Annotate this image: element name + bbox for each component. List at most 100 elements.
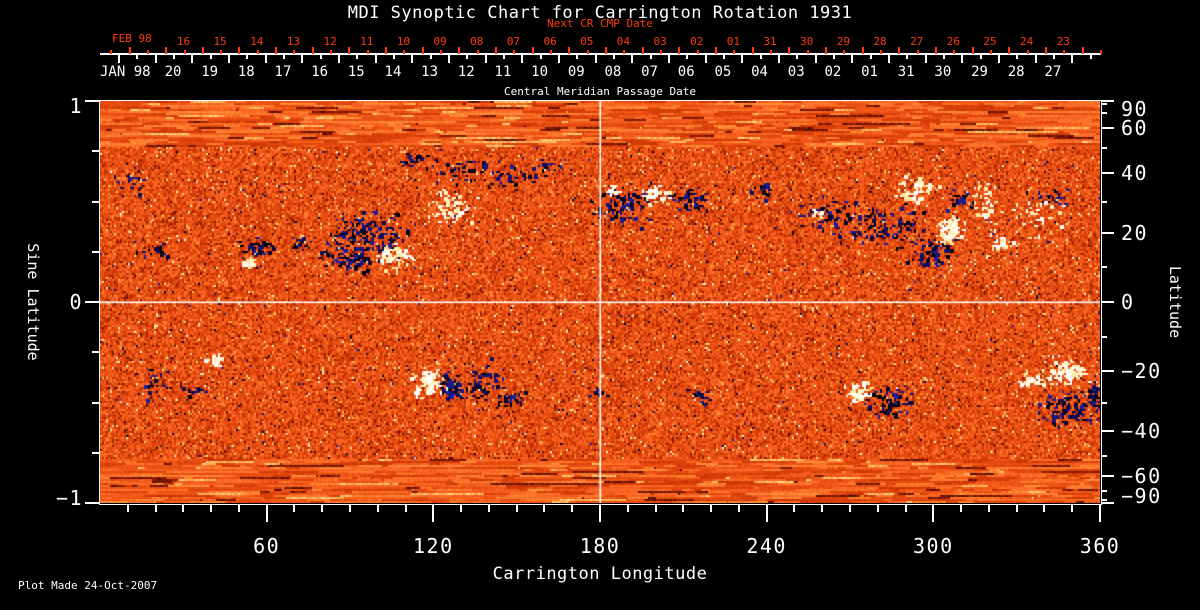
red-halfday-tick bbox=[330, 50, 333, 54]
white-day-tick bbox=[814, 55, 817, 63]
red-halfday-tick bbox=[733, 50, 736, 54]
red-halfday-tick bbox=[110, 50, 113, 54]
red-day-tick bbox=[715, 47, 718, 54]
white-day-tick bbox=[411, 55, 414, 63]
lon-minor-tick bbox=[571, 504, 574, 512]
lat-major-tick bbox=[1101, 502, 1114, 504]
feb-date-label: 14 bbox=[250, 35, 264, 48]
lat-major-tick bbox=[1101, 369, 1114, 372]
white-halfday-tick bbox=[869, 55, 872, 59]
jan-date-label: 01 bbox=[861, 64, 878, 80]
jan-date-label: 04 bbox=[751, 64, 768, 80]
red-halfday-tick bbox=[293, 50, 296, 54]
red-halfday-tick bbox=[440, 50, 443, 54]
lon-minor-tick bbox=[126, 504, 129, 512]
red-halfday-tick bbox=[806, 50, 809, 54]
lat-tick-label: 0 bbox=[1121, 290, 1135, 314]
lon-minor-tick bbox=[237, 504, 240, 512]
lon-minor-tick bbox=[737, 504, 740, 512]
white-halfday-tick bbox=[906, 55, 909, 59]
red-halfday-tick bbox=[366, 50, 369, 54]
feb-date-label: 11 bbox=[360, 35, 374, 48]
red-day-tick bbox=[128, 47, 131, 54]
white-day-tick bbox=[484, 55, 487, 63]
red-month-label: FEB 98 bbox=[112, 32, 152, 45]
lat-minor-tick bbox=[1101, 498, 1107, 501]
jan-date-label: 20 bbox=[164, 64, 182, 80]
white-day-tick bbox=[667, 55, 670, 63]
white-day-tick bbox=[924, 55, 927, 63]
lon-minor-tick bbox=[654, 504, 657, 512]
chart-title: MDI Synoptic Chart for Carrington Rotati… bbox=[347, 3, 853, 23]
red-halfday-tick bbox=[880, 50, 883, 54]
white-halfday-tick bbox=[1052, 55, 1055, 59]
lon-major-tick bbox=[432, 504, 435, 522]
lon-minor-tick bbox=[960, 504, 963, 512]
red-halfday-tick bbox=[1026, 50, 1029, 54]
feb-date-label: 15 bbox=[213, 35, 227, 48]
white-day-tick bbox=[264, 55, 267, 63]
lon-minor-tick bbox=[987, 504, 990, 512]
feb-date-label: 16 bbox=[176, 35, 191, 48]
lon-minor-tick bbox=[849, 504, 851, 512]
white-day-tick bbox=[521, 55, 524, 63]
lon-tick-label: 240 bbox=[746, 534, 787, 558]
lon-minor-tick bbox=[487, 504, 490, 512]
red-halfday-tick bbox=[953, 50, 956, 54]
white-halfday-tick bbox=[173, 55, 175, 59]
red-day-tick bbox=[971, 47, 974, 54]
lat-minor-tick bbox=[1101, 147, 1107, 150]
lon-minor-tick bbox=[154, 504, 157, 512]
feb-date-label: 01 bbox=[726, 35, 741, 48]
white-day-tick bbox=[337, 55, 340, 63]
white-halfday-tick bbox=[429, 55, 432, 59]
white-halfday-tick bbox=[282, 55, 285, 59]
feb-date-label: 03 bbox=[653, 35, 667, 48]
sine-minor-tick bbox=[92, 401, 100, 404]
jan-date-label: 30 bbox=[934, 64, 952, 80]
sine-minor-tick bbox=[92, 351, 100, 354]
red-day-tick bbox=[825, 47, 828, 54]
lat-tick-label: −20 bbox=[1121, 358, 1162, 383]
lat-minor-tick bbox=[1101, 489, 1107, 492]
red-halfday-tick bbox=[256, 50, 259, 54]
jan-date-label: 18 bbox=[237, 64, 255, 80]
lon-minor-tick bbox=[821, 504, 824, 512]
white-halfday-tick bbox=[1016, 55, 1019, 59]
jan-date-label: 02 bbox=[824, 64, 842, 80]
red-day-tick bbox=[165, 47, 168, 54]
white-halfday-tick bbox=[466, 55, 469, 59]
feb-date-label: 23 bbox=[1056, 35, 1070, 48]
feb-date-label: 07 bbox=[506, 35, 521, 48]
lon-minor-tick bbox=[793, 504, 796, 512]
red-day-tick bbox=[238, 47, 241, 54]
red-day-tick bbox=[1081, 47, 1084, 54]
sine-minor-tick bbox=[92, 250, 100, 253]
jan-date-label: 31 bbox=[897, 64, 915, 80]
red-halfday-tick bbox=[220, 50, 223, 54]
white-day-tick bbox=[118, 55, 120, 63]
jan-date-label: 14 bbox=[384, 64, 402, 80]
feb-date-label: 27 bbox=[910, 35, 924, 48]
red-day-tick bbox=[788, 47, 791, 54]
red-halfday-tick bbox=[1100, 50, 1102, 54]
lat-major-tick bbox=[1101, 475, 1114, 478]
sine-minor-tick bbox=[92, 150, 100, 153]
lon-minor-tick bbox=[376, 504, 379, 512]
feb-date-label: 26 bbox=[946, 35, 960, 48]
y-axis-left-title: Sine Latitude bbox=[24, 243, 42, 361]
lon-minor-tick bbox=[515, 504, 518, 512]
date-axis-line bbox=[100, 53, 1101, 55]
jan-date-label: 13 bbox=[421, 64, 439, 80]
jan-date-label: 10 bbox=[531, 64, 549, 80]
red-halfday-tick bbox=[403, 50, 406, 54]
feb-date-label: 13 bbox=[286, 35, 301, 48]
white-halfday-tick bbox=[209, 55, 212, 59]
feb-date-label: 12 bbox=[323, 35, 337, 48]
lon-minor-tick bbox=[876, 504, 879, 512]
white-halfday-tick bbox=[502, 55, 505, 59]
white-day-tick bbox=[777, 55, 780, 63]
white-day-tick bbox=[851, 55, 854, 63]
lat-minor-tick bbox=[1101, 200, 1107, 203]
